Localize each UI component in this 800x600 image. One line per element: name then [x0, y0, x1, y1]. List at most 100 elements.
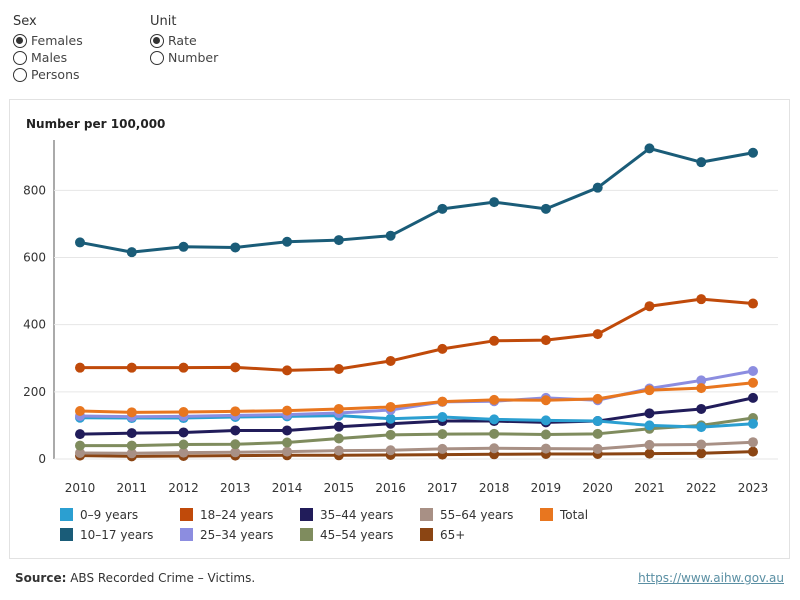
data-point — [540, 415, 551, 426]
legend-swatch — [60, 528, 73, 541]
data-point — [437, 343, 448, 354]
x-tick-label: 2022 — [686, 481, 717, 495]
series-line — [80, 297, 754, 372]
legend-label: 18–24 years — [200, 508, 273, 522]
data-point — [385, 230, 396, 241]
unit-filter: Unit Rate Number — [150, 14, 218, 66]
series-line — [80, 416, 754, 448]
legend-label: 55–64 years — [440, 508, 513, 522]
legend-label: 45–54 years — [320, 528, 393, 542]
unit-option-label: Number — [168, 50, 219, 65]
legend-label: 10–17 years — [80, 528, 153, 542]
data-point — [333, 433, 344, 444]
radio-checked-icon[interactable] — [150, 33, 164, 48]
data-point — [437, 203, 448, 214]
radio-checked-icon[interactable] — [13, 33, 27, 48]
y-tick-label: 800 — [23, 183, 46, 197]
data-point — [126, 428, 137, 439]
data-point — [748, 392, 758, 403]
unit-option-label: Rate — [168, 33, 197, 48]
data-point — [540, 429, 551, 440]
data-point — [126, 362, 137, 373]
sex-option-females[interactable]: Females — [13, 32, 83, 49]
data-point — [178, 241, 189, 252]
legend-label: Total — [559, 508, 588, 522]
data-point — [489, 335, 500, 346]
sex-filter-title: Sex — [13, 14, 37, 29]
data-point — [696, 448, 707, 459]
sex-option-label: Persons — [31, 67, 80, 82]
data-point — [230, 242, 241, 253]
source-text: ABS Recorded Crime – Victims. — [66, 571, 256, 585]
sex-option-label: Males — [31, 50, 68, 65]
data-point — [75, 440, 85, 451]
data-point — [489, 414, 500, 425]
data-point — [178, 439, 189, 450]
data-point — [385, 413, 396, 424]
data-point — [333, 235, 344, 246]
data-point — [540, 203, 551, 214]
legend-label: 0–9 years — [80, 508, 138, 522]
x-tick-label: 2011 — [116, 481, 147, 495]
data-point — [696, 375, 707, 386]
data-point — [748, 298, 758, 309]
x-tick-label: 2012 — [168, 481, 199, 495]
data-point — [333, 364, 344, 375]
data-point — [385, 401, 396, 412]
y-tick-label: 400 — [23, 318, 46, 332]
data-point — [592, 393, 603, 404]
radio-unchecked-icon[interactable] — [13, 50, 27, 65]
data-point — [126, 440, 137, 451]
legend-label: 25–34 years — [200, 528, 273, 542]
data-point — [178, 447, 189, 458]
data-point — [489, 428, 500, 439]
data-point — [75, 447, 85, 458]
data-point — [178, 362, 189, 373]
unit-filter-title: Unit — [150, 14, 177, 29]
series-line — [79, 414, 754, 429]
data-point — [644, 301, 655, 312]
data-point — [592, 428, 603, 439]
sex-option-label: Females — [31, 33, 83, 48]
x-tick-label: 2010 — [65, 481, 96, 495]
data-point — [333, 421, 344, 432]
y-axis-title: Number per 100,000 — [26, 117, 165, 131]
data-point — [644, 385, 655, 396]
legend-label: 65+ — [440, 528, 465, 542]
sex-option-males[interactable]: Males — [13, 49, 83, 66]
data-point — [644, 408, 655, 419]
legend-swatch — [540, 508, 553, 521]
y-tick-label: 200 — [23, 385, 46, 399]
data-point — [385, 445, 396, 456]
legend-swatch — [180, 508, 193, 521]
data-point — [75, 362, 85, 373]
y-tick-label: 600 — [23, 251, 46, 265]
data-point — [592, 443, 603, 454]
data-point — [540, 335, 551, 346]
legend-swatch — [420, 528, 433, 541]
data-point — [592, 182, 603, 193]
data-point — [489, 443, 500, 454]
unit-option-number[interactable]: Number — [150, 49, 218, 66]
sex-option-persons[interactable]: Persons — [13, 66, 83, 83]
source-link[interactable]: https://www.aihw.gov.au — [638, 571, 784, 585]
data-point — [696, 439, 707, 450]
series-line — [79, 440, 754, 455]
data-point — [489, 197, 500, 208]
x-tick-label: 2015 — [324, 481, 355, 495]
unit-option-rate[interactable]: Rate — [150, 32, 218, 49]
data-point — [126, 407, 137, 418]
data-point — [126, 448, 137, 459]
chart-panel: Number per 100,000 0 200 400 600 800 2010 2011 2… — [9, 99, 790, 559]
sex-filter: Sex Females Males Persons — [13, 14, 83, 83]
series-line — [79, 381, 754, 414]
data-point — [75, 405, 85, 416]
data-point — [437, 443, 448, 454]
x-tick-label: 2019 — [531, 481, 562, 495]
data-point — [644, 420, 655, 431]
radio-unchecked-icon[interactable] — [150, 50, 164, 65]
data-point — [178, 406, 189, 417]
data-point — [748, 418, 758, 429]
data-point — [230, 362, 241, 373]
radio-unchecked-icon[interactable] — [13, 67, 27, 82]
